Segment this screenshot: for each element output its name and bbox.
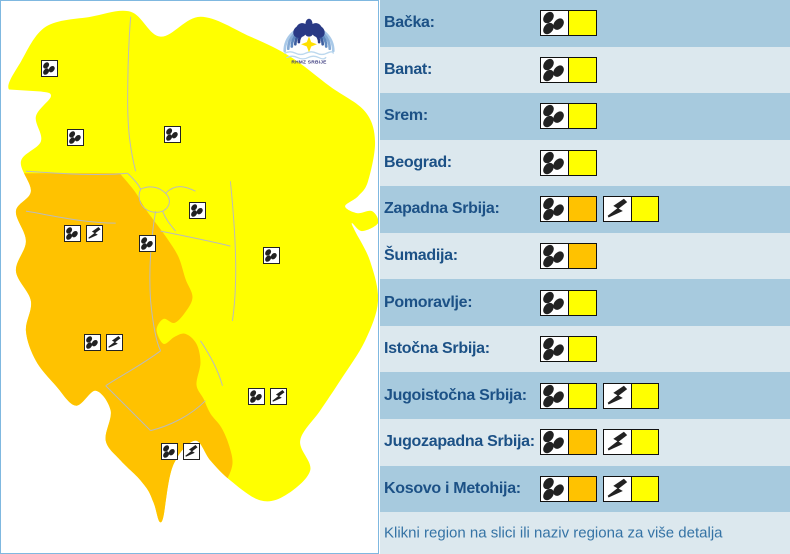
svg-text:RHMZ SRBIJE: RHMZ SRBIJE <box>291 60 327 66</box>
